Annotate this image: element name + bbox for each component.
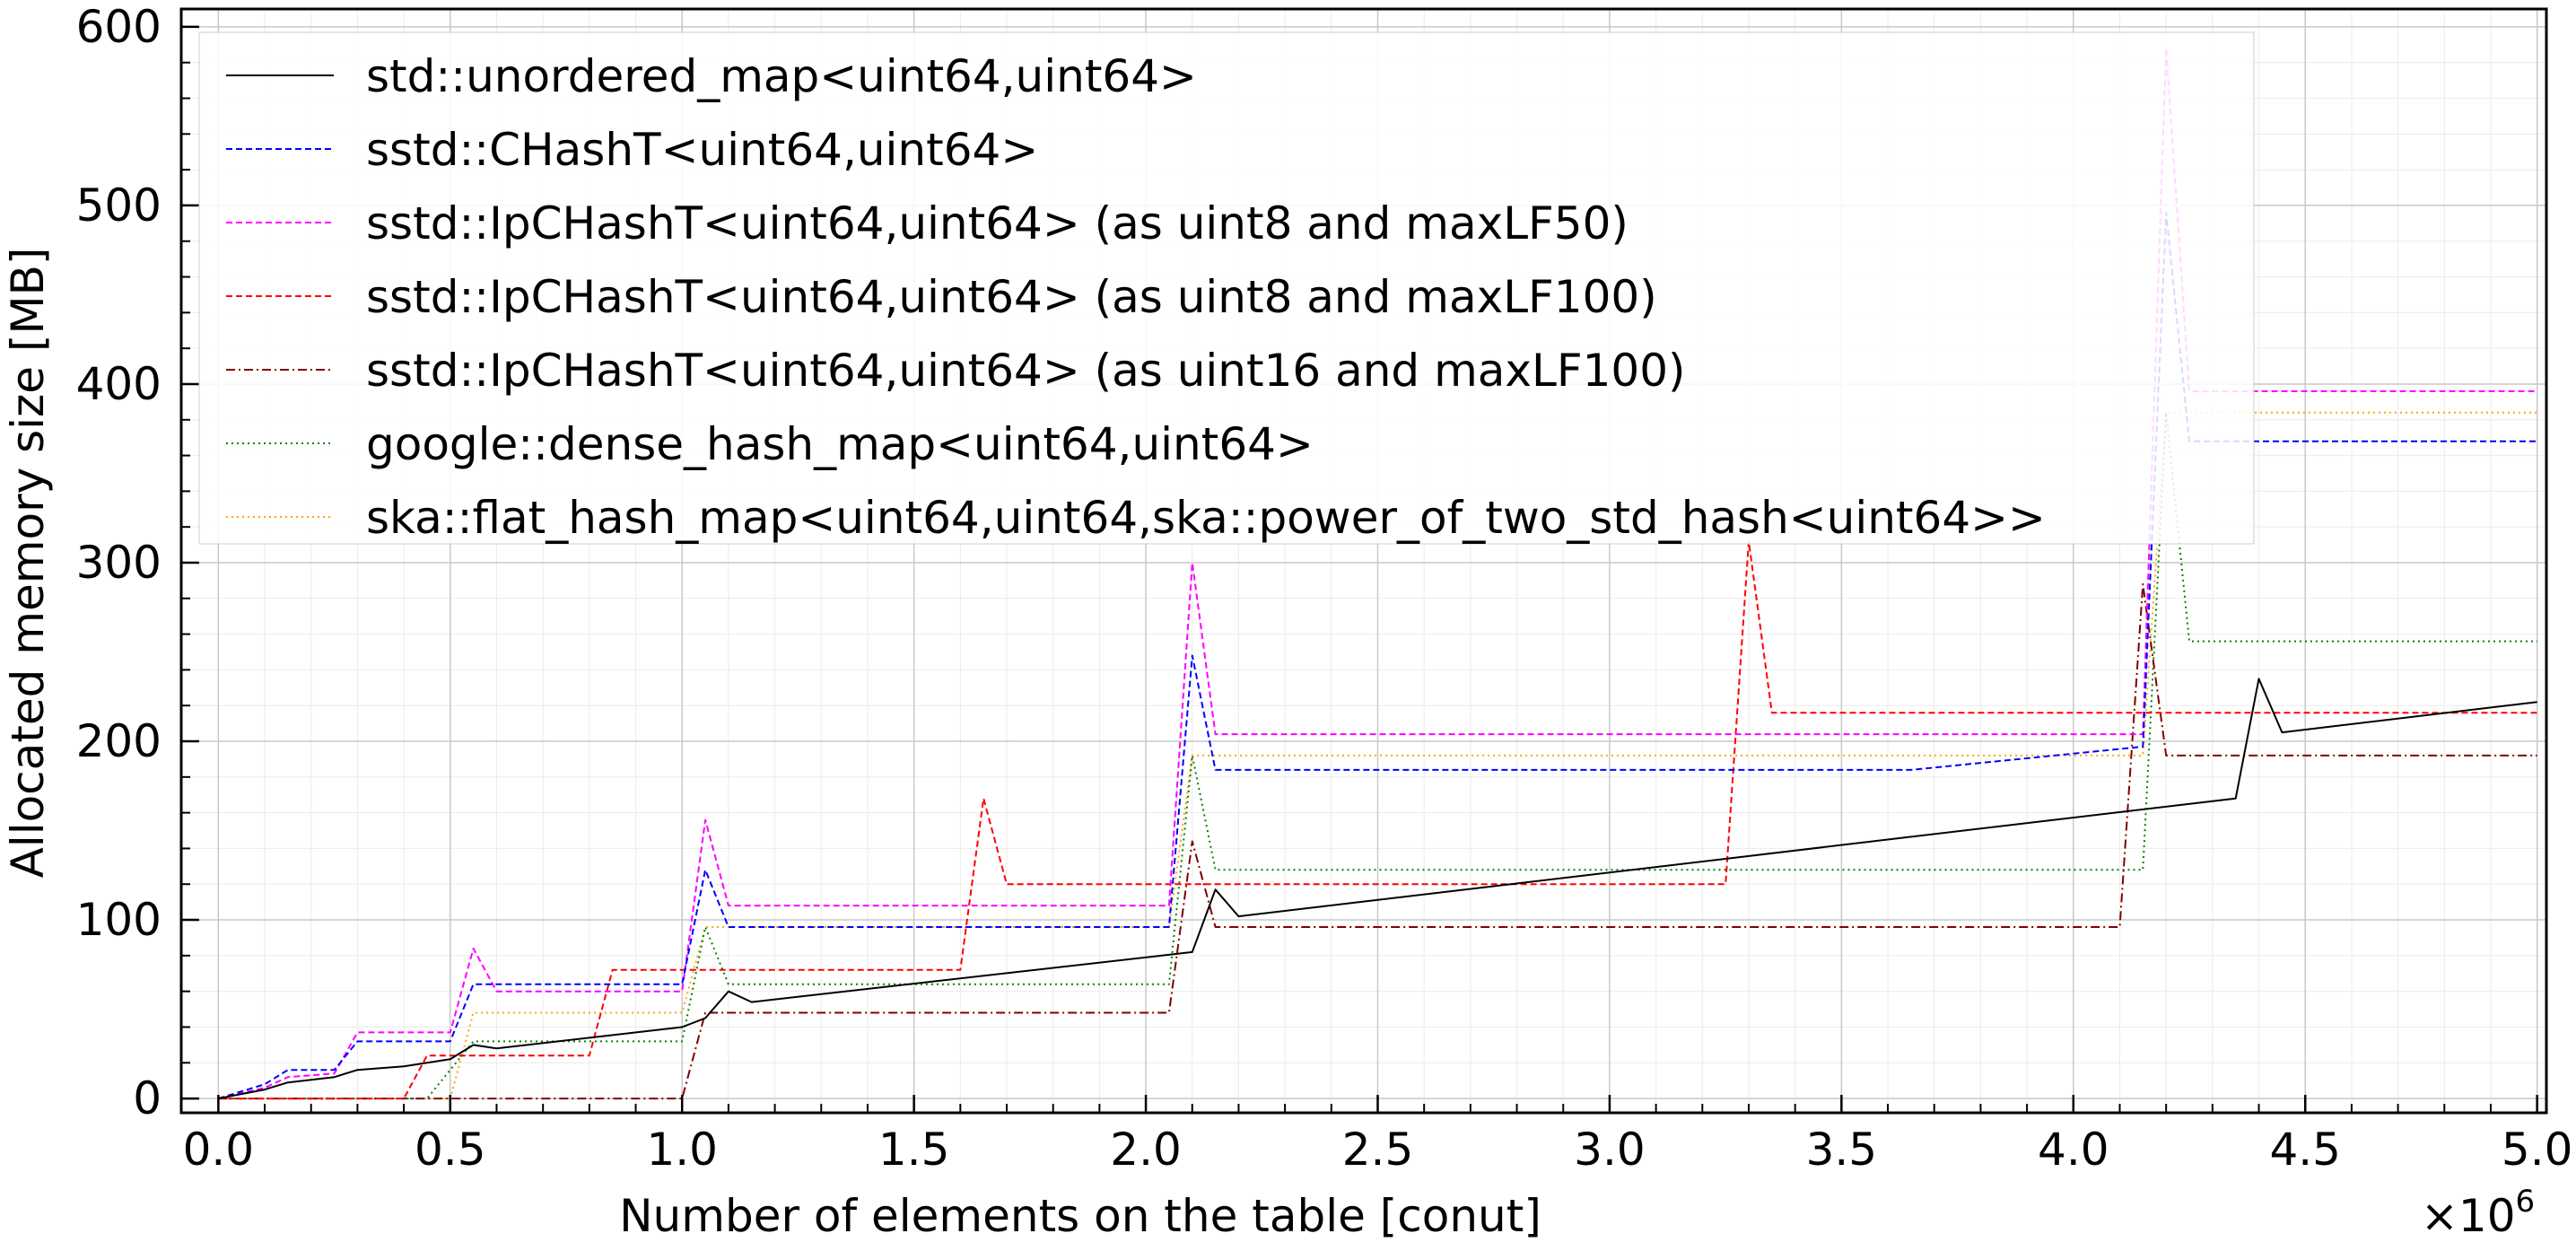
tick-marks: [181, 25, 2538, 1113]
x-axis-label: Number of elements on the table [conut]: [619, 1190, 1541, 1242]
y-tick-labels: 0 100 200 300 400 500 600: [76, 1, 162, 1124]
y-tick-label: 600: [76, 1, 162, 53]
y-tick-label: 100: [76, 894, 162, 946]
legend-entry-label: std::unordered_map<uint64,uint64>: [366, 50, 1197, 102]
x-tick-label: 3.0: [1574, 1124, 1646, 1176]
y-tick-label: 400: [76, 358, 162, 410]
x-tick-label: 0.0: [183, 1124, 255, 1176]
series-line: [218, 411, 2537, 1100]
series-line: [218, 211, 2537, 1100]
x-axis-multiplier: ×106: [2421, 1184, 2535, 1242]
x-axis-multiplier-base: ×10: [2421, 1190, 2516, 1242]
x-tick-label: 1.0: [646, 1124, 718, 1176]
series-line: [218, 582, 2537, 1100]
legend-entry-label: ska::flat_hash_map<uint64,uint64,ska::po…: [366, 492, 2046, 544]
y-tick-label: 300: [76, 537, 162, 589]
legend-box: [198, 31, 2255, 545]
y-tick-label: 200: [76, 715, 162, 767]
x-axis-multiplier-exponent: 6: [2516, 1184, 2536, 1220]
legend-entry-label: google::dense_hash_map<uint64,uint64>: [366, 418, 1314, 470]
x-tick-label: 5.0: [2502, 1124, 2573, 1176]
y-tick-label: 0: [133, 1072, 162, 1124]
series-layer: [218, 47, 2537, 1100]
x-tick-label: 0.5: [415, 1124, 486, 1176]
x-tick-labels: 0.0 0.5 1.0 1.5 2.0 2.5 3.0 3.5 4.0 4.5 5.0: [183, 1124, 2573, 1176]
x-tick-label: 4.0: [2038, 1124, 2109, 1176]
legend-entry-label: sstd::IpCHashT<uint64,uint64> (as uint16…: [366, 345, 1686, 397]
series-line: [218, 540, 2537, 1100]
legend-entry-label: sstd::IpCHashT<uint64,uint64> (as uint8 …: [366, 197, 1629, 249]
x-tick-label: 1.5: [878, 1124, 950, 1176]
x-tick-label: 3.5: [1806, 1124, 1878, 1176]
x-tick-label: 4.5: [2269, 1124, 2341, 1176]
legend: std::unordered_map<uint64,uint64>sstd::C…: [198, 31, 2255, 545]
x-tick-label: 2.0: [1110, 1124, 1182, 1176]
y-axis-label: Allocated memory size [MB]: [2, 248, 54, 879]
legend-entry-label: sstd::CHashT<uint64,uint64>: [366, 124, 1038, 176]
legend-entry-label: sstd::IpCHashT<uint64,uint64> (as uint8 …: [366, 271, 1657, 323]
x-tick-label: 2.5: [1342, 1124, 1414, 1176]
y-tick-label: 500: [76, 179, 162, 232]
series-line: [218, 678, 2537, 1100]
series-line: [218, 47, 2537, 1100]
plot-frame: [179, 7, 2548, 1115]
